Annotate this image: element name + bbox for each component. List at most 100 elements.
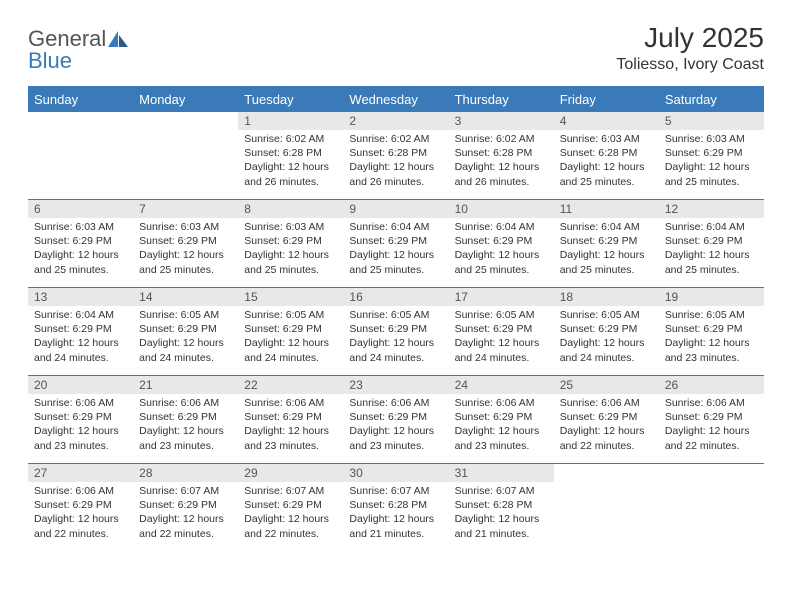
day-number: 8 [238, 200, 343, 218]
day-number: 18 [554, 288, 659, 306]
calendar-day-cell: 28Sunrise: 6:07 AMSunset: 6:29 PMDayligh… [133, 464, 238, 552]
day-number [659, 464, 764, 468]
day-details: Sunrise: 6:07 AMSunset: 6:28 PMDaylight:… [343, 482, 448, 545]
day-number: 4 [554, 112, 659, 130]
calendar-day-cell: 22Sunrise: 6:06 AMSunset: 6:29 PMDayligh… [238, 376, 343, 464]
day-number: 29 [238, 464, 343, 482]
day-number: 13 [28, 288, 133, 306]
day-number: 23 [343, 376, 448, 394]
calendar-body: 1Sunrise: 6:02 AMSunset: 6:28 PMDaylight… [28, 112, 764, 552]
calendar-day-cell: 15Sunrise: 6:05 AMSunset: 6:29 PMDayligh… [238, 288, 343, 376]
calendar-day-cell: 9Sunrise: 6:04 AMSunset: 6:29 PMDaylight… [343, 200, 448, 288]
day-number: 17 [449, 288, 554, 306]
day-number: 6 [28, 200, 133, 218]
calendar-day-cell: 12Sunrise: 6:04 AMSunset: 6:29 PMDayligh… [659, 200, 764, 288]
day-number: 12 [659, 200, 764, 218]
day-details: Sunrise: 6:07 AMSunset: 6:29 PMDaylight:… [238, 482, 343, 545]
day-number: 5 [659, 112, 764, 130]
day-number [133, 112, 238, 116]
calendar-day-cell [554, 464, 659, 552]
day-number: 9 [343, 200, 448, 218]
day-number: 31 [449, 464, 554, 482]
weekday-header: Friday [554, 87, 659, 112]
logo-sail-icon [108, 31, 128, 47]
calendar-day-cell: 27Sunrise: 6:06 AMSunset: 6:29 PMDayligh… [28, 464, 133, 552]
calendar-day-cell: 26Sunrise: 6:06 AMSunset: 6:29 PMDayligh… [659, 376, 764, 464]
day-number: 10 [449, 200, 554, 218]
day-number: 27 [28, 464, 133, 482]
day-number: 22 [238, 376, 343, 394]
calendar-day-cell: 3Sunrise: 6:02 AMSunset: 6:28 PMDaylight… [449, 112, 554, 200]
weekday-header: Saturday [659, 87, 764, 112]
day-details: Sunrise: 6:07 AMSunset: 6:28 PMDaylight:… [449, 482, 554, 545]
day-details: Sunrise: 6:03 AMSunset: 6:29 PMDaylight:… [659, 130, 764, 193]
calendar-day-cell: 16Sunrise: 6:05 AMSunset: 6:29 PMDayligh… [343, 288, 448, 376]
day-details: Sunrise: 6:07 AMSunset: 6:29 PMDaylight:… [133, 482, 238, 545]
day-details: Sunrise: 6:05 AMSunset: 6:29 PMDaylight:… [343, 306, 448, 369]
calendar-day-cell: 11Sunrise: 6:04 AMSunset: 6:29 PMDayligh… [554, 200, 659, 288]
calendar-week-row: 20Sunrise: 6:06 AMSunset: 6:29 PMDayligh… [28, 376, 764, 464]
day-number [28, 112, 133, 116]
day-number: 30 [343, 464, 448, 482]
day-number: 3 [449, 112, 554, 130]
day-details: Sunrise: 6:03 AMSunset: 6:29 PMDaylight:… [28, 218, 133, 281]
day-details: Sunrise: 6:05 AMSunset: 6:29 PMDaylight:… [238, 306, 343, 369]
day-details: Sunrise: 6:05 AMSunset: 6:29 PMDaylight:… [133, 306, 238, 369]
weekday-header: Tuesday [238, 87, 343, 112]
day-details: Sunrise: 6:04 AMSunset: 6:29 PMDaylight:… [554, 218, 659, 281]
day-number: 19 [659, 288, 764, 306]
day-details: Sunrise: 6:06 AMSunset: 6:29 PMDaylight:… [238, 394, 343, 457]
location: Toliesso, Ivory Coast [616, 56, 764, 74]
day-details: Sunrise: 6:06 AMSunset: 6:29 PMDaylight:… [659, 394, 764, 457]
calendar-day-cell: 1Sunrise: 6:02 AMSunset: 6:28 PMDaylight… [238, 112, 343, 200]
calendar-day-cell: 10Sunrise: 6:04 AMSunset: 6:29 PMDayligh… [449, 200, 554, 288]
calendar-table: SundayMondayTuesdayWednesdayThursdayFrid… [28, 86, 764, 552]
day-number: 7 [133, 200, 238, 218]
day-details: Sunrise: 6:05 AMSunset: 6:29 PMDaylight:… [554, 306, 659, 369]
calendar-day-cell: 21Sunrise: 6:06 AMSunset: 6:29 PMDayligh… [133, 376, 238, 464]
day-details: Sunrise: 6:02 AMSunset: 6:28 PMDaylight:… [343, 130, 448, 193]
day-details: Sunrise: 6:03 AMSunset: 6:29 PMDaylight:… [133, 218, 238, 281]
day-details: Sunrise: 6:04 AMSunset: 6:29 PMDaylight:… [28, 306, 133, 369]
calendar-day-cell: 14Sunrise: 6:05 AMSunset: 6:29 PMDayligh… [133, 288, 238, 376]
day-number: 2 [343, 112, 448, 130]
day-number [554, 464, 659, 468]
calendar-day-cell: 23Sunrise: 6:06 AMSunset: 6:29 PMDayligh… [343, 376, 448, 464]
weekday-header: Monday [133, 87, 238, 112]
calendar-day-cell: 19Sunrise: 6:05 AMSunset: 6:29 PMDayligh… [659, 288, 764, 376]
day-number: 11 [554, 200, 659, 218]
calendar-week-row: 1Sunrise: 6:02 AMSunset: 6:28 PMDaylight… [28, 112, 764, 200]
day-details: Sunrise: 6:06 AMSunset: 6:29 PMDaylight:… [343, 394, 448, 457]
calendar-day-cell: 31Sunrise: 6:07 AMSunset: 6:28 PMDayligh… [449, 464, 554, 552]
calendar-day-cell: 6Sunrise: 6:03 AMSunset: 6:29 PMDaylight… [28, 200, 133, 288]
calendar-week-row: 6Sunrise: 6:03 AMSunset: 6:29 PMDaylight… [28, 200, 764, 288]
day-details: Sunrise: 6:06 AMSunset: 6:29 PMDaylight:… [28, 394, 133, 457]
day-number: 14 [133, 288, 238, 306]
weekday-header-row: SundayMondayTuesdayWednesdayThursdayFrid… [28, 87, 764, 112]
calendar-day-cell: 20Sunrise: 6:06 AMSunset: 6:29 PMDayligh… [28, 376, 133, 464]
day-number: 21 [133, 376, 238, 394]
day-details: Sunrise: 6:04 AMSunset: 6:29 PMDaylight:… [659, 218, 764, 281]
day-details: Sunrise: 6:05 AMSunset: 6:29 PMDaylight:… [659, 306, 764, 369]
day-number: 20 [28, 376, 133, 394]
day-number: 26 [659, 376, 764, 394]
day-number: 16 [343, 288, 448, 306]
day-details: Sunrise: 6:03 AMSunset: 6:28 PMDaylight:… [554, 130, 659, 193]
month-title: July 2025 [616, 22, 764, 54]
header: General July 2025 Toliesso, Ivory Coast [28, 22, 764, 74]
day-details: Sunrise: 6:06 AMSunset: 6:29 PMDaylight:… [28, 482, 133, 545]
day-details: Sunrise: 6:02 AMSunset: 6:28 PMDaylight:… [238, 130, 343, 193]
calendar-day-cell: 7Sunrise: 6:03 AMSunset: 6:29 PMDaylight… [133, 200, 238, 288]
calendar-day-cell: 13Sunrise: 6:04 AMSunset: 6:29 PMDayligh… [28, 288, 133, 376]
day-details: Sunrise: 6:04 AMSunset: 6:29 PMDaylight:… [343, 218, 448, 281]
day-details: Sunrise: 6:04 AMSunset: 6:29 PMDaylight:… [449, 218, 554, 281]
calendar-day-cell: 18Sunrise: 6:05 AMSunset: 6:29 PMDayligh… [554, 288, 659, 376]
day-number: 15 [238, 288, 343, 306]
day-details: Sunrise: 6:05 AMSunset: 6:29 PMDaylight:… [449, 306, 554, 369]
calendar-day-cell: 25Sunrise: 6:06 AMSunset: 6:29 PMDayligh… [554, 376, 659, 464]
weekday-header: Wednesday [343, 87, 448, 112]
day-number: 1 [238, 112, 343, 130]
day-details: Sunrise: 6:06 AMSunset: 6:29 PMDaylight:… [554, 394, 659, 457]
weekday-header: Sunday [28, 87, 133, 112]
calendar-day-cell [659, 464, 764, 552]
